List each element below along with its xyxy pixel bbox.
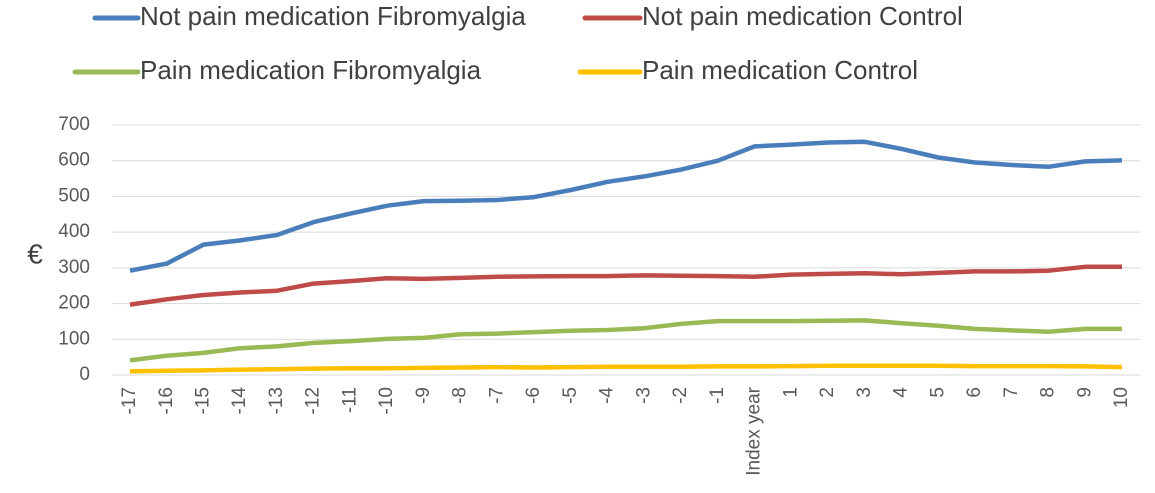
x-tick-label: 2 bbox=[817, 387, 838, 398]
x-tick-label: -10 bbox=[376, 387, 397, 414]
y-tick-label: 700 bbox=[58, 114, 90, 135]
y-tick-label: 100 bbox=[58, 328, 90, 349]
x-tick-label: -13 bbox=[266, 387, 287, 414]
series-line bbox=[129, 318, 1122, 363]
x-tick-label: 3 bbox=[854, 387, 875, 398]
x-tick-label: -2 bbox=[670, 387, 691, 404]
x-tick-label: -1 bbox=[707, 387, 728, 404]
x-tick-label: 1 bbox=[780, 387, 801, 398]
x-tick-label: -4 bbox=[597, 387, 618, 404]
y-tick-label: 0 bbox=[79, 364, 90, 385]
y-tick-label: 600 bbox=[58, 150, 90, 171]
x-tick-label: 8 bbox=[1038, 387, 1059, 398]
series-line bbox=[129, 264, 1122, 307]
x-tick-label: -6 bbox=[523, 387, 544, 404]
x-tick-label: -5 bbox=[560, 387, 581, 404]
x-tick-label: -14 bbox=[229, 387, 250, 415]
y-tick-label: 400 bbox=[58, 221, 90, 242]
y-axis-label: € bbox=[27, 238, 43, 269]
legend-label: Not pain medication Fibromyalgia bbox=[140, 1, 526, 31]
x-tick-label: -16 bbox=[156, 387, 177, 414]
x-tick-label: -17 bbox=[119, 387, 140, 414]
legend-label: Pain medication Control bbox=[642, 55, 918, 85]
series-line bbox=[129, 139, 1123, 273]
x-tick-label: -9 bbox=[413, 387, 434, 404]
x-tick-label: 10 bbox=[1111, 387, 1132, 408]
x-tick-label: -3 bbox=[633, 387, 654, 404]
x-tick-label: 7 bbox=[1001, 387, 1022, 398]
legend-label: Not pain medication Control bbox=[642, 1, 963, 31]
x-tick-label: 4 bbox=[891, 387, 912, 398]
y-tick-label: 200 bbox=[58, 293, 90, 314]
x-tick-label: -11 bbox=[339, 387, 360, 413]
x-tick-label: Index year bbox=[744, 386, 765, 475]
x-tick-label: 9 bbox=[1074, 387, 1095, 398]
legend-label: Pain medication Fibromyalgia bbox=[140, 55, 482, 85]
x-tick-label: 5 bbox=[927, 387, 948, 398]
x-tick-label: -15 bbox=[192, 387, 213, 414]
y-tick-label: 300 bbox=[58, 257, 90, 278]
x-tick-label: -8 bbox=[450, 387, 471, 404]
y-tick-label: 500 bbox=[58, 185, 90, 206]
series-line bbox=[129, 363, 1123, 374]
x-tick-label: -7 bbox=[486, 387, 507, 404]
x-tick-label: 6 bbox=[964, 387, 985, 398]
x-tick-label: -12 bbox=[303, 387, 324, 414]
